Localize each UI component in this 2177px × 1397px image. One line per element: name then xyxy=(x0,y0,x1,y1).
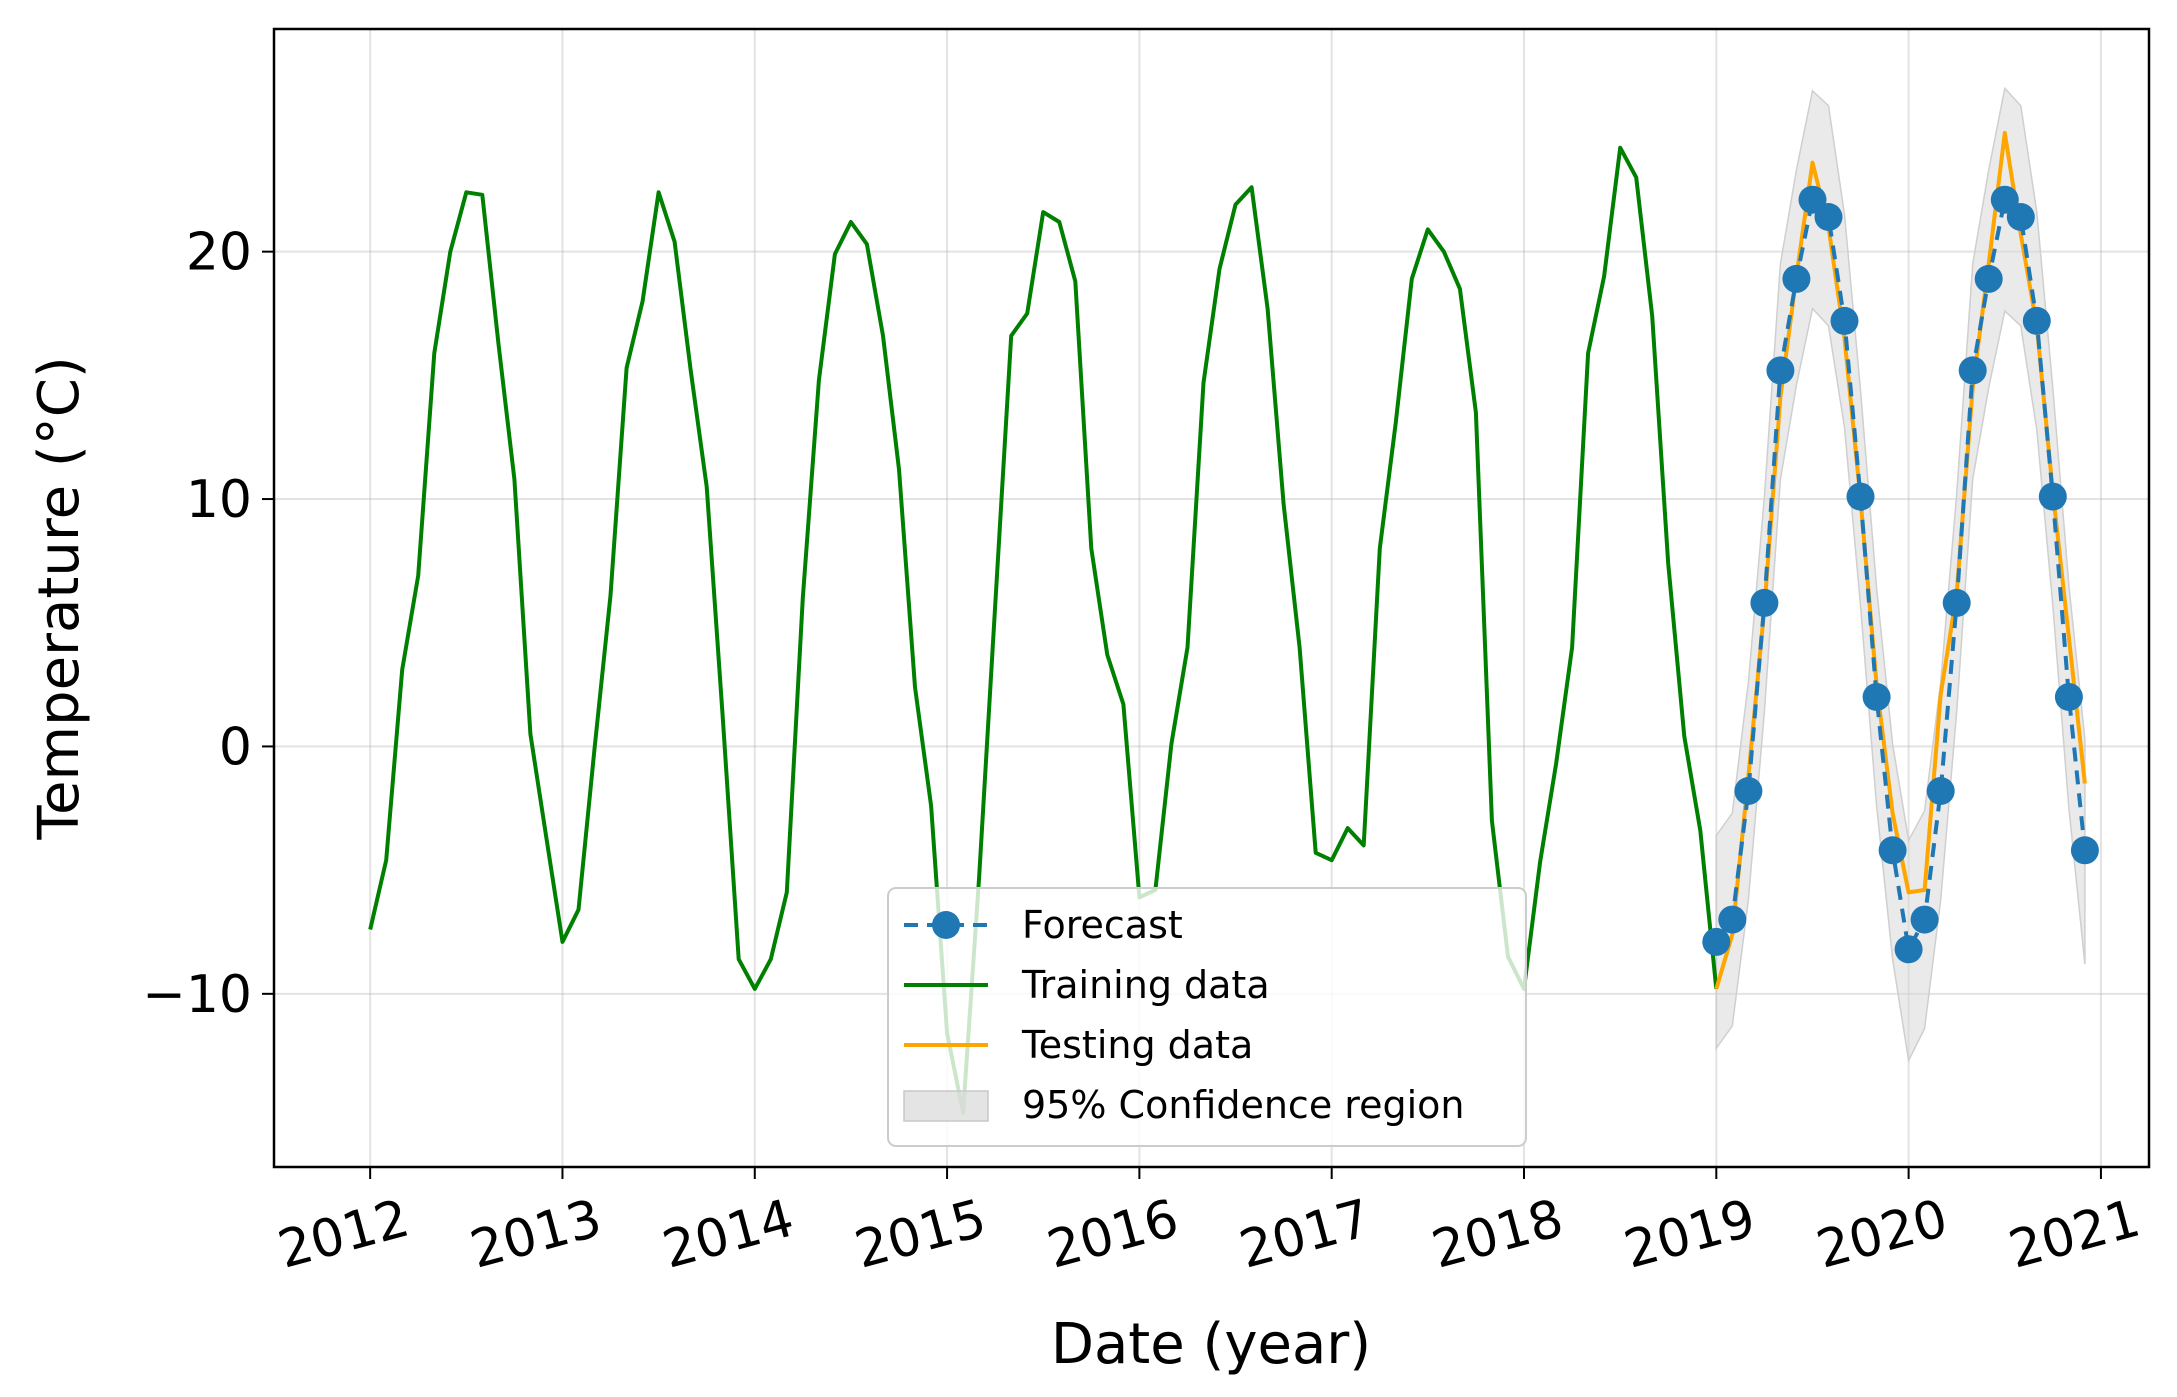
forecast-marker xyxy=(1830,306,1859,335)
plot-frame xyxy=(272,27,2151,1169)
forecast-marker xyxy=(1734,777,1763,805)
legend: Forecast Training data Testing data 95% … xyxy=(887,887,1527,1147)
forecast-marker xyxy=(1910,905,1939,934)
y-tick-label: 20 xyxy=(186,223,252,283)
forecast-marker xyxy=(2038,482,2067,511)
legend-confidence-label: 95% Confidence region xyxy=(1022,1083,1464,1127)
legend-testing-label: Testing data xyxy=(1021,1023,1253,1067)
legend-forecast-marker xyxy=(932,911,960,939)
forecast-marker xyxy=(1942,588,1971,617)
forecast-marker xyxy=(1894,935,1923,964)
y-tick-label: 10 xyxy=(186,470,252,530)
forecast-marker xyxy=(1718,905,1747,934)
y-axis-title: Temperature (°C) xyxy=(27,356,92,840)
forecast-marker xyxy=(2070,836,2099,865)
forecast-marker xyxy=(1814,203,1843,231)
forecast-marker xyxy=(2054,683,2083,711)
y-tick-label: 0 xyxy=(219,717,252,777)
forecast-marker xyxy=(1766,356,1795,385)
forecast-marker xyxy=(1862,683,1891,711)
x-axis-title: Date (year) xyxy=(1051,1312,1371,1377)
forecast-marker xyxy=(1846,482,1875,511)
forecast-markers xyxy=(1702,185,2099,964)
forecast-marker xyxy=(2022,306,2051,335)
confidence-band-layer xyxy=(1715,86,2086,1064)
legend-training-label: Training data xyxy=(1021,963,1270,1007)
legend-forecast-label: Forecast xyxy=(1022,903,1183,947)
forecast-marker xyxy=(1750,588,1779,617)
forecast-marker xyxy=(1958,356,1987,385)
forecast-marker xyxy=(2006,203,2035,231)
forecast-marker xyxy=(1974,264,2003,293)
forecast-marker xyxy=(1878,836,1907,865)
forecast-marker xyxy=(1782,264,1811,293)
legend-frame xyxy=(887,887,1527,1147)
forecast-line xyxy=(1714,197,2087,952)
y-axis-ticks: 20 10 0 −10 xyxy=(142,223,274,1025)
forecast-marker xyxy=(1702,927,1731,956)
confidence-band xyxy=(1715,86,2086,1064)
forecast-marker xyxy=(1926,777,1955,805)
legend-confidence-swatch xyxy=(903,1090,989,1122)
y-tick-label: −10 xyxy=(142,965,252,1025)
training-data-line xyxy=(368,145,1719,1115)
